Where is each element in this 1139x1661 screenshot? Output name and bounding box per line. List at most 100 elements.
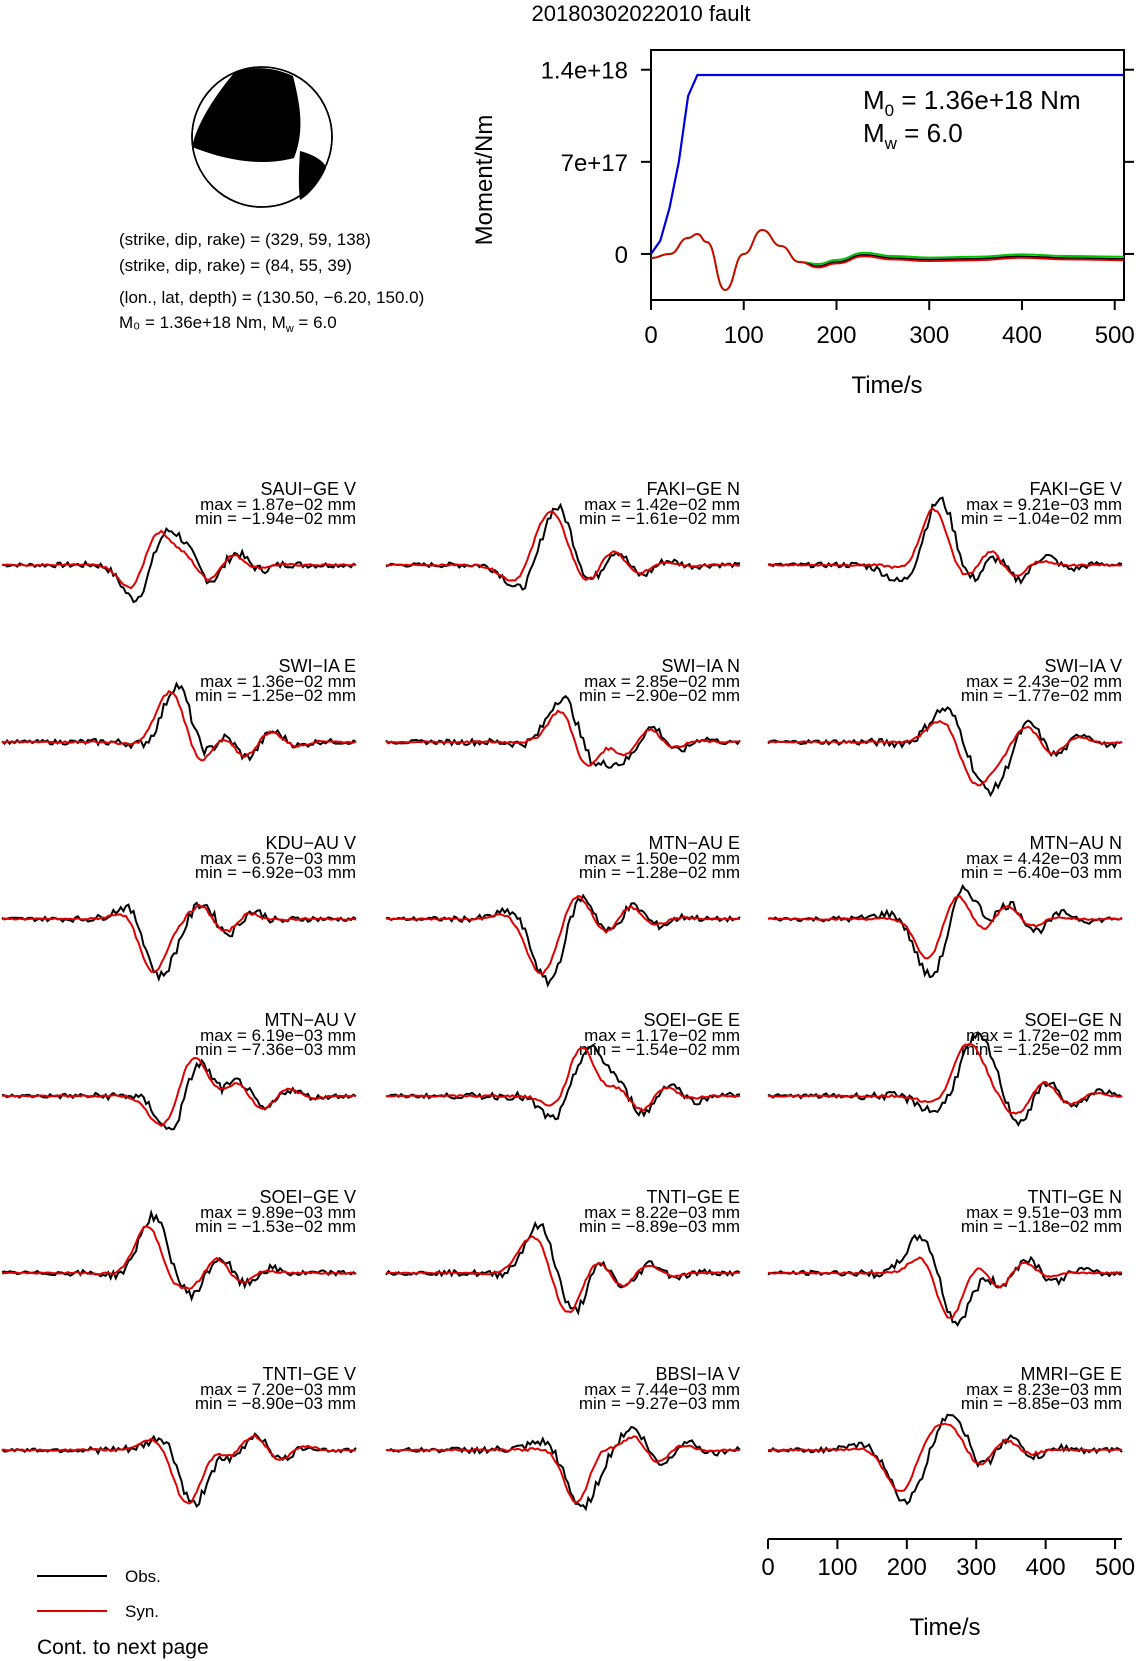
legend: Obs. Syn. — [37, 1567, 161, 1621]
moment-curves — [650, 73, 1125, 292]
moment-rate-red — [650, 229, 1125, 291]
waveform-station-label: TNTI−GE E — [646, 1187, 740, 1207]
waveform-min-label: min = −1.53e−02 mm — [195, 1217, 356, 1236]
waveform-observed — [385, 893, 741, 988]
waveform-min-label: min = −6.40e−03 mm — [961, 863, 1122, 882]
focal-mechanism-beachball — [191, 66, 333, 208]
moment-x-axis-label: Time/s — [851, 372, 922, 399]
nodal-plane-2: (strike, dip, rake) = (84, 55, 39) — [119, 256, 352, 275]
continuation-note: Cont. to next page — [37, 1636, 209, 1659]
waveform-time-axis: 0 100 200 300 400 500 — [761, 1538, 1135, 1581]
waveform-max-label: max = 9.51e−03 mm — [966, 1203, 1122, 1222]
waveform-observed — [1, 901, 357, 983]
waveform-x-tick-label: 300 — [956, 1554, 996, 1581]
waveform-x-tick-label: 0 — [761, 1554, 774, 1581]
waveform-synthetic — [767, 719, 1123, 787]
waveform-station-label: MMRI−GE E — [1020, 1364, 1122, 1384]
mechanism-info: (strike, dip, rake) = (329, 59, 138) (st… — [119, 230, 424, 335]
waveform-max-label: max = 9.21e−03 mm — [966, 495, 1122, 514]
waveform-min-label: min = −1.54e−02 mm — [579, 1040, 740, 1059]
moment-annotation-mw: Mw = 6.0 — [863, 118, 963, 153]
waveform-max-label: max = 2.43e−02 mm — [966, 672, 1122, 691]
moment-y-tick-label: 7e+17 — [561, 150, 628, 177]
waveform-min-label: min = −1.28e−02 mm — [579, 863, 740, 882]
waveform-observed — [767, 1413, 1123, 1506]
waveform-synthetic — [767, 1422, 1123, 1493]
waveform-observed — [767, 883, 1123, 979]
waveform-station-label: TNTI−GE N — [1027, 1187, 1122, 1207]
moment-annotation-m0: M0 = 1.36e+18 Nm — [863, 85, 1081, 120]
moment-y-axis: 0 7e+17 1.4e+18 — [541, 58, 1134, 269]
waveform-station-label: BBSI−IA V — [655, 1364, 740, 1384]
waveform-max-label: max = 1.87e−02 mm — [200, 495, 356, 514]
waveform-max-label: max = 9.89e−03 mm — [200, 1203, 356, 1222]
waveform-max-label: max = 4.42e−03 mm — [966, 849, 1122, 868]
moment-magnitude-line: M₀ = 1.36e+18 Nm, Mw = 6.0 — [119, 313, 337, 335]
waveform-observed — [385, 1220, 741, 1316]
waveform-synthetic — [2, 1434, 357, 1505]
waveform-station-label: MTN−AU V — [264, 1010, 356, 1030]
waveform-max-label: max = 8.23e−03 mm — [966, 1380, 1122, 1399]
waveform-station-label: SAUI−GE V — [260, 479, 356, 499]
waveform-synthetic — [767, 1256, 1123, 1319]
legend-syn-label: Syn. — [125, 1602, 159, 1621]
hypocenter-location: (lon., lat, depth) = (130.50, −6.20, 150… — [119, 288, 424, 307]
waveform-min-label: min = −8.90e−03 mm — [195, 1394, 356, 1413]
waveform-min-label: min = −7.36e−03 mm — [195, 1040, 356, 1059]
waveform-station-label: KDU−AU V — [265, 833, 356, 853]
waveform-station-label: SOEI−GE E — [643, 1010, 740, 1030]
moment-x-tick-label: 100 — [724, 322, 764, 349]
waveform-observed — [767, 706, 1123, 798]
waveform-observed — [385, 694, 741, 769]
moment-cumulative-line — [650, 73, 1124, 255]
waveform-min-label: min = −9.27e−03 mm — [579, 1394, 740, 1413]
waveform-synthetic — [1, 689, 357, 762]
moment-x-tick-label: 500 — [1095, 322, 1135, 349]
waveform-x-tick-label: 400 — [1026, 1554, 1066, 1581]
waveform-station-label: SWI−IA V — [1044, 656, 1122, 676]
legend-obs-label: Obs. — [125, 1567, 161, 1586]
waveform-synthetic — [385, 709, 741, 767]
waveform-max-label: max = 1.17e−02 mm — [584, 1026, 740, 1045]
waveform-x-tick-label: 200 — [887, 1554, 927, 1581]
waveform-synthetic — [385, 1235, 741, 1314]
waveform-x-tick-label: 500 — [1095, 1554, 1135, 1581]
waveform-station-label: SWI−IA N — [661, 656, 740, 676]
waveform-station-label: MTN−AU E — [648, 833, 740, 853]
waveform-x-axis-label: Time/s — [909, 1614, 980, 1641]
moment-x-axis: 0 100 200 300 400 500 — [644, 300, 1135, 349]
waveform-station-label: TNTI−GE V — [262, 1364, 356, 1384]
waveform-station-label: SOEI−GE N — [1024, 1010, 1122, 1030]
waveform-min-label: min = −1.04e−02 mm — [961, 509, 1122, 528]
waveform-observed — [385, 1425, 741, 1512]
waveform-max-label: max = 7.44e−03 mm — [584, 1380, 740, 1399]
waveform-min-label: min = −8.89e−03 mm — [579, 1217, 740, 1236]
waveform-station-label: MTN−AU N — [1029, 833, 1122, 853]
nodal-plane-1: (strike, dip, rake) = (329, 59, 138) — [119, 230, 371, 249]
moment-y-tick-label: 1.4e+18 — [541, 58, 628, 85]
waveform-max-label: max = 6.19e−03 mm — [200, 1026, 356, 1045]
waveform-min-label: min = −1.25e−02 mm — [961, 1040, 1122, 1059]
waveform-station-label: FAKI−GE V — [1029, 479, 1122, 499]
moment-y-axis-label: Moment/Nm — [471, 115, 498, 246]
waveform-min-label: min = −8.85e−03 mm — [961, 1394, 1122, 1413]
waveform-synthetic — [385, 510, 741, 582]
moment-x-tick-label: 0 — [644, 322, 657, 349]
moment-y-tick-label: 0 — [615, 242, 628, 269]
waveform-max-label: max = 1.72e−02 mm — [966, 1026, 1122, 1045]
